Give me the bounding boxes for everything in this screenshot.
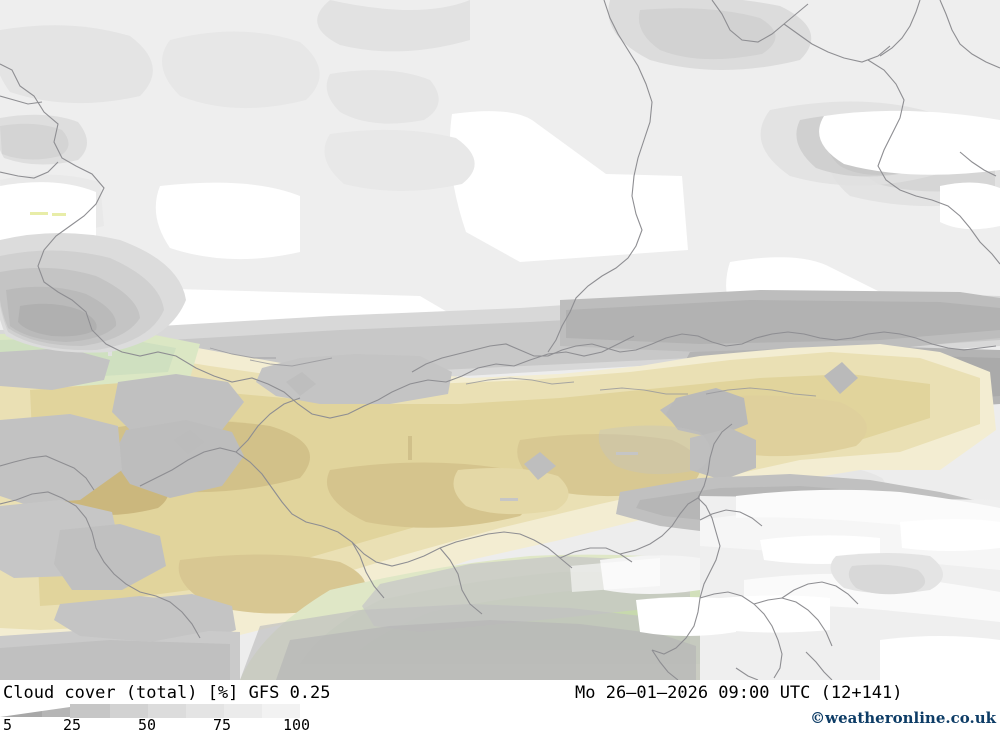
scale-swatch-75 <box>224 704 262 718</box>
scale-swatch-100 <box>262 704 300 718</box>
scale-swatch-50 <box>148 704 186 718</box>
cloud-layer-topleft-dark <box>0 114 711 475</box>
scale-swatch-25 <box>70 704 110 718</box>
valid-time-label: Mo 26‒01‒2026 09:00 UTC (12+141) <box>575 683 903 703</box>
map-svg <box>0 0 1000 680</box>
border-lines <box>0 0 1000 680</box>
map-title: Cloud cover (total) [%] GFS 0.25 <box>3 683 331 703</box>
color-scale-bar <box>0 704 300 718</box>
scale-tick-75: 75 <box>213 716 232 733</box>
scale-tick-5: 5 <box>3 716 13 733</box>
cloud-layer-southwest <box>0 596 240 680</box>
scale-tick-50: 50 <box>138 716 157 733</box>
scale-tick-100: 100 <box>283 716 311 733</box>
scale-wedge-1 <box>0 711 42 717</box>
scale-swatch-62 <box>186 704 224 718</box>
scale-tick-25: 25 <box>63 716 82 733</box>
map-canvas[interactable]: Oberstdorf Piz Boe Trento Aosta Trieste <box>0 0 1000 680</box>
border-lines-secondary <box>209 347 817 397</box>
color-scale-ticks: 5 25 50 75 100 <box>0 717 340 733</box>
footer: Cloud cover (total) [%] GFS 0.25 Mo 26‒0… <box>0 680 1000 733</box>
scale-swatch-40 <box>110 704 148 718</box>
color-scale-legend: 5 25 50 75 100 <box>0 704 340 733</box>
scale-wedge-2 <box>42 707 70 717</box>
copyright-label: ©weatheronline.co.uk <box>810 709 996 727</box>
